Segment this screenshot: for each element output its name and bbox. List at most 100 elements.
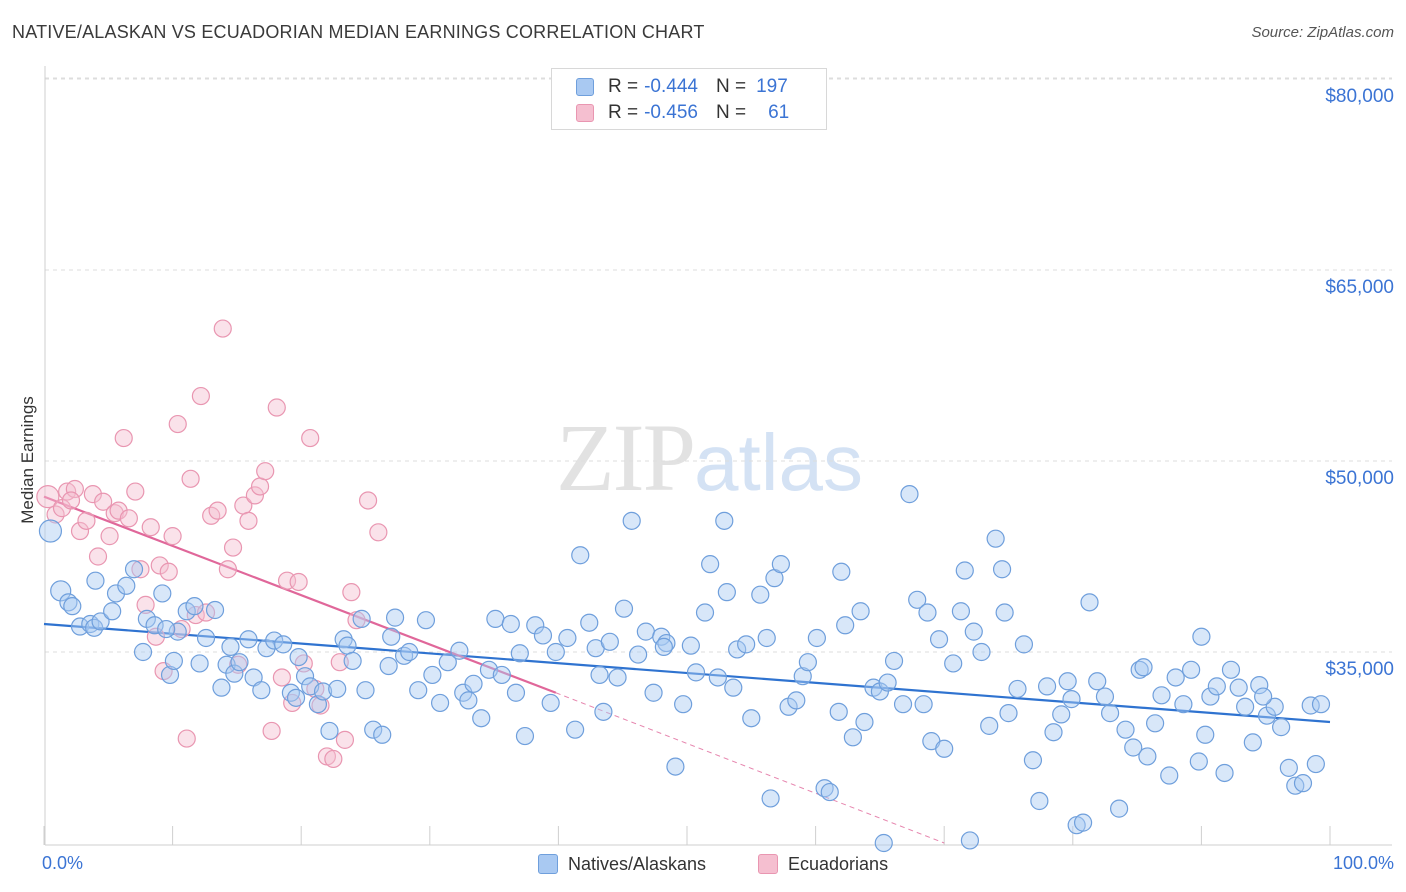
native-alaskan-point — [793, 667, 812, 686]
native-alaskan-point — [464, 674, 483, 693]
native-alaskan-point — [571, 546, 590, 565]
y-tick-label: $80,000 — [1325, 86, 1394, 107]
native-alaskan-point — [409, 681, 428, 700]
native-alaskan-point — [1160, 766, 1179, 785]
native-alaskan-point — [955, 561, 974, 580]
native-alaskan-point — [1236, 697, 1255, 716]
native-alaskan-point — [761, 789, 780, 808]
native-alaskan-point — [1058, 672, 1077, 691]
n-label: N = — [715, 102, 747, 123]
ecuadorian-point — [330, 653, 349, 672]
native-alaskan-point — [1088, 672, 1107, 691]
native-alaskan-point — [980, 716, 999, 735]
native-alaskan-point — [636, 622, 655, 641]
native-alaskan-point — [546, 642, 565, 662]
native-alaskan-point — [717, 583, 736, 602]
ecuadorian-point — [324, 749, 343, 769]
ecuadorian-point — [239, 511, 258, 530]
native-alaskan-point — [423, 665, 442, 685]
grid-layer — [43, 66, 1392, 846]
native-alaskan-point — [265, 631, 284, 650]
ecuadorian-point — [109, 501, 128, 520]
native-alaskan-point — [63, 597, 82, 616]
native-alaskan-point — [252, 681, 271, 700]
ecuadorian-point — [335, 730, 355, 749]
native-alaskan-point — [145, 616, 164, 635]
native-alaskan-point — [715, 511, 734, 530]
native-alaskan-point — [1014, 635, 1034, 654]
n-value: 61 — [768, 102, 790, 123]
native-alaskan-point — [884, 651, 904, 671]
native-alaskan-point — [352, 609, 371, 628]
native-alaskan-point — [103, 602, 122, 621]
native-alaskan-point — [472, 709, 491, 728]
blue-swatch — [576, 78, 594, 96]
chart-title: NATIVE/ALASKAN VS ECUADORIAN MEDIAN EARN… — [12, 22, 705, 42]
native-alaskan-point — [1095, 687, 1115, 706]
pink-swatch — [758, 854, 778, 874]
ecuadorian-point — [301, 428, 320, 448]
r-label: R = — [608, 76, 639, 97]
native-alaskan-point — [874, 833, 893, 853]
native-alaskan-point — [807, 628, 826, 648]
x-max-label: 100.0% — [1332, 853, 1394, 873]
native-alaskan-point — [117, 576, 136, 595]
native-alaskan-point — [594, 702, 613, 721]
native-alaskan-point — [724, 678, 743, 697]
native-alaskan-point — [798, 653, 817, 672]
native-alaskan-point — [430, 693, 450, 713]
ecuadorian-point — [272, 668, 292, 687]
native-alaskan-point — [742, 709, 761, 728]
native-alaskan-point — [918, 603, 937, 622]
native-alaskan-point — [190, 654, 209, 673]
r-value: -0.444 — [644, 76, 698, 97]
legend-natives-alaskans[interactable]: Natives/Alaskans — [538, 852, 706, 876]
native-alaskan-point — [356, 681, 375, 700]
pink-swatch — [576, 104, 594, 122]
native-alaskan-point — [225, 664, 244, 683]
native-alaskan-point — [274, 635, 293, 654]
ecuadorian-point — [191, 386, 210, 406]
r-label: R = — [608, 102, 639, 123]
native-alaskan-point — [1215, 763, 1234, 783]
native-alaskan-point — [614, 599, 634, 618]
native-alaskan-point — [1166, 668, 1185, 687]
native-alaskan-point — [600, 632, 619, 651]
native-alaskan-point — [343, 651, 362, 671]
native-alaskan-point — [133, 642, 153, 662]
watermark-atlas: atlas — [694, 418, 863, 507]
native-alaskan-point — [328, 679, 347, 699]
native-alaskan-point — [829, 702, 848, 721]
native-alaskan-point — [1138, 747, 1157, 766]
native-alaskan-point — [1189, 752, 1208, 771]
native-alaskan-point — [1109, 799, 1129, 818]
native-alaskan-point — [320, 721, 339, 741]
legend-label: Ecuadorians — [788, 853, 889, 874]
ecuadorian-point — [177, 729, 196, 748]
native-alaskan-point — [1023, 751, 1043, 770]
native-alaskan-point — [995, 603, 1014, 622]
native-alaskan-point — [836, 616, 855, 635]
watermark-zip: ZIP — [556, 404, 696, 511]
native-alaskan-point — [1073, 813, 1093, 832]
native-alaskan-point — [230, 653, 249, 672]
correlation-legend: R = -0.444 N = 197 R = -0.456 N = 61 — [551, 68, 827, 130]
ecuadorian-point — [245, 486, 265, 505]
ecuadorian-point — [83, 485, 102, 504]
native-alaskan-point — [1174, 695, 1193, 714]
native-alaskan-point — [289, 647, 308, 667]
ecuadorian-point — [262, 721, 281, 741]
native-alaskan-point — [843, 728, 862, 747]
native-alaskan-point — [629, 645, 648, 664]
native-alaskan-point — [914, 695, 933, 714]
native-alaskan-point — [654, 637, 673, 657]
native-alaskan-point — [1229, 678, 1248, 697]
legend-ecuadorians[interactable]: Ecuadorians — [758, 852, 888, 876]
native-alaskan-point — [1265, 697, 1284, 716]
native-alaskan-point — [541, 693, 560, 713]
native-alaskan-point — [1116, 720, 1135, 739]
native-alaskan-point — [666, 757, 685, 776]
native-alaskan-point — [400, 642, 419, 662]
native-alaskan-point — [820, 782, 839, 802]
native-alaskan-point — [38, 519, 63, 543]
